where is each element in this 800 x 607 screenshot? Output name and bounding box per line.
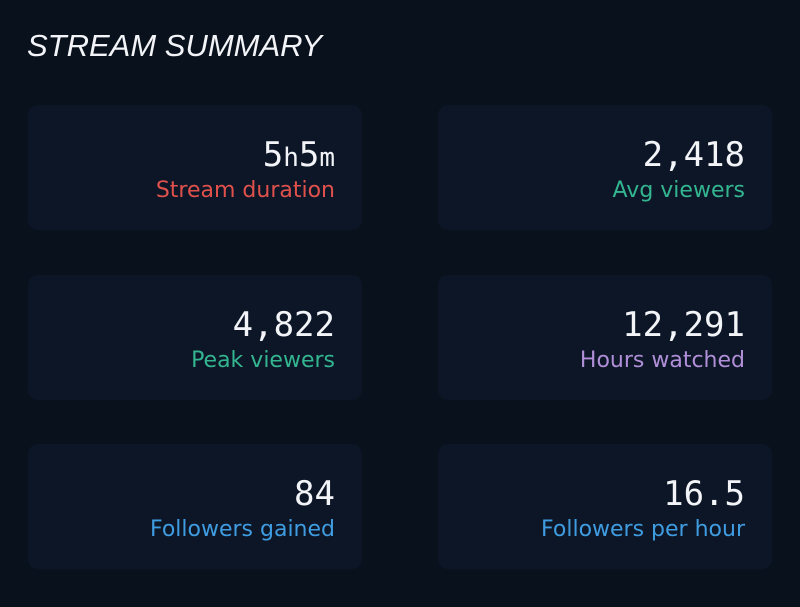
stat-card-stream-duration: 5h5m Stream duration bbox=[28, 105, 362, 230]
stat-card-peak-viewers: 4,822 Peak viewers bbox=[28, 275, 362, 400]
stat-value: 5h5m bbox=[262, 135, 335, 175]
stat-value: 16.5 bbox=[663, 474, 745, 514]
page-title: STREAM SUMMARY bbox=[27, 28, 323, 63]
stat-label: Stream duration bbox=[155, 178, 335, 203]
stat-label: Hours watched bbox=[579, 348, 745, 373]
stat-value: 4,822 bbox=[232, 305, 335, 345]
stat-card-avg-viewers: 2,418 Avg viewers bbox=[438, 105, 772, 230]
stat-label: Avg viewers bbox=[612, 178, 745, 203]
stat-label: Followers gained bbox=[149, 517, 335, 542]
stat-value: 2,418 bbox=[642, 135, 745, 175]
stat-label: Followers per hour bbox=[541, 517, 745, 542]
stat-label: Peak viewers bbox=[191, 348, 335, 373]
stat-card-followers-gained: 84 Followers gained bbox=[28, 444, 362, 569]
stat-value: 84 bbox=[294, 474, 335, 514]
stat-card-hours-watched: 12,291 Hours watched bbox=[438, 275, 772, 400]
stat-value: 12,291 bbox=[622, 305, 745, 345]
stat-card-followers-per-hour: 16.5 Followers per hour bbox=[438, 444, 772, 569]
